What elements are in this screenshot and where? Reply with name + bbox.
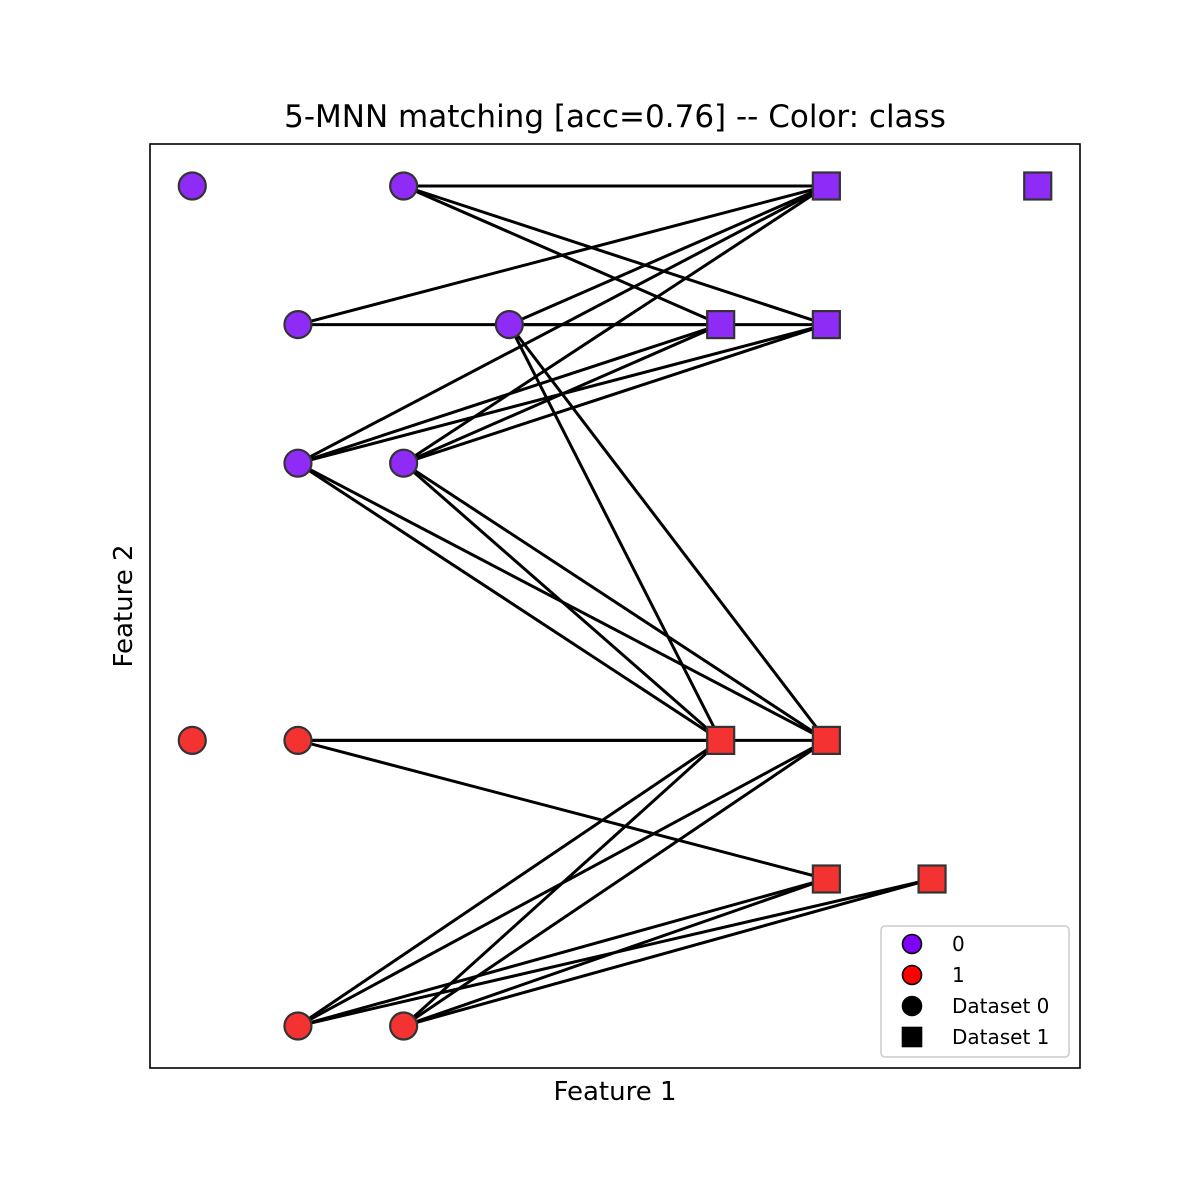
dataset1-point-6 xyxy=(811,864,841,894)
match-line-12 xyxy=(297,461,722,742)
dataset1-point-3 xyxy=(811,310,841,340)
dataset0-point-1 xyxy=(389,171,419,201)
data-points xyxy=(177,171,1053,1041)
legend: 0 1 Dataset 0 Dataset 1 xyxy=(880,925,1070,1058)
match-line-9 xyxy=(297,184,828,465)
legend-label-2: Dataset 0 xyxy=(952,994,1049,1018)
legend-label-3: Dataset 1 xyxy=(952,1025,1049,1049)
match-line-22 xyxy=(297,739,722,1028)
dataset0-point-3 xyxy=(494,310,524,340)
match-line-18 xyxy=(402,461,828,742)
dataset1-point-2 xyxy=(706,310,736,340)
match-line-3 xyxy=(297,184,827,327)
dataset0-point-2 xyxy=(283,310,313,340)
match-line-21 xyxy=(297,738,827,881)
match-line-16 xyxy=(403,323,827,465)
match-line-5 xyxy=(508,184,827,326)
legend-marker-0 xyxy=(901,933,923,955)
dataset0-point-4 xyxy=(283,448,313,478)
legend-label-1: 1 xyxy=(952,963,965,987)
match-line-14 xyxy=(402,184,828,465)
match-line-17 xyxy=(402,462,722,742)
x-axis-label: Feature 1 xyxy=(553,1077,676,1107)
dataset0-point-7 xyxy=(283,725,313,756)
dataset0-point-9 xyxy=(389,1011,419,1041)
legend-marker-3 xyxy=(901,1026,923,1048)
dataset1-point-5 xyxy=(811,725,841,756)
dataset0-point-5 xyxy=(389,448,419,478)
dataset1-point-1 xyxy=(1023,171,1053,201)
dataset1-point-7 xyxy=(917,864,947,894)
y-axis-label: Feature 2 xyxy=(109,544,139,667)
match-line-2 xyxy=(403,184,827,327)
match-line-27 xyxy=(402,739,828,1028)
dataset0-point-6 xyxy=(177,725,207,756)
plot-frame xyxy=(149,143,1081,1069)
legend-marker-2 xyxy=(901,995,923,1017)
match-lines xyxy=(297,184,933,1028)
match-line-28 xyxy=(403,877,827,1028)
dataset1-point-4 xyxy=(706,725,736,756)
dataset0-point-0 xyxy=(177,171,207,201)
legend-box xyxy=(880,925,1070,1058)
legend-marker-1 xyxy=(901,964,923,986)
match-line-26 xyxy=(402,739,722,1028)
match-line-29 xyxy=(403,877,933,1028)
dataset1-point-0 xyxy=(811,171,841,201)
match-line-15 xyxy=(403,323,722,465)
chart-title: 5-MNN matching [acc=0.76] -- Color: clas… xyxy=(284,99,946,135)
legend-label-0: 0 xyxy=(952,932,965,956)
match-line-24 xyxy=(297,877,827,1028)
dataset0-point-8 xyxy=(283,1011,313,1041)
match-line-7 xyxy=(507,323,723,742)
